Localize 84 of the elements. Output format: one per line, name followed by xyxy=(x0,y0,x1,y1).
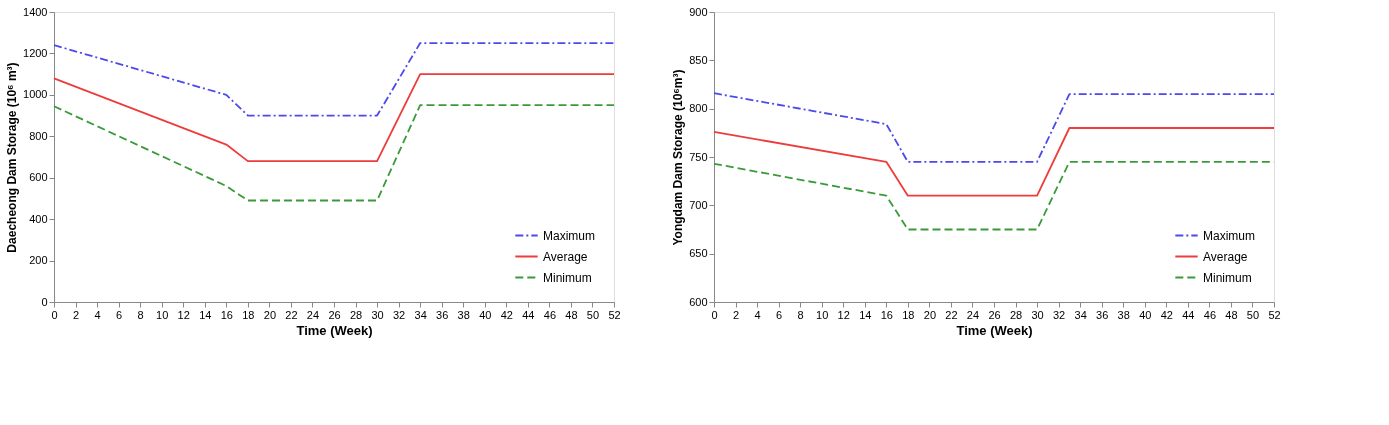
x-tick-label: 30 xyxy=(1031,308,1044,321)
x-tick-label: 10 xyxy=(156,308,169,321)
x-tick-label: 2 xyxy=(72,308,80,321)
x-tick-label: 18 xyxy=(902,308,915,321)
x-tick-label: 18 xyxy=(242,308,255,321)
y-tick-label: 900 xyxy=(689,5,708,18)
y-tick-label: 850 xyxy=(689,53,708,66)
legend-label: Average xyxy=(543,249,588,264)
y-tick-label: 700 xyxy=(689,198,708,211)
x-tick-label: 48 xyxy=(565,308,578,321)
y-axis-title: Yongdam Dam Storage (10⁶m³) xyxy=(671,69,686,246)
x-tick-label: 32 xyxy=(392,308,406,321)
x-tick-label: 10 xyxy=(816,308,829,321)
x-tick-label: 8 xyxy=(797,308,804,321)
x-tick-label: 34 xyxy=(414,308,427,321)
x-tick-label: 40 xyxy=(1139,308,1152,321)
x-tick-label: 30 xyxy=(371,308,384,321)
x-tick-label: 36 xyxy=(1096,308,1109,321)
x-axis-title: Time (Week) xyxy=(956,322,1033,338)
x-axis-title: Time (Week) xyxy=(296,322,373,338)
y-tick-label: 800 xyxy=(29,129,48,142)
x-tick-label: 44 xyxy=(1182,308,1195,321)
y-tick-label: 400 xyxy=(29,212,48,225)
x-tick-label: 0 xyxy=(711,308,718,321)
legend-label: Maximum xyxy=(1203,228,1256,243)
y-tick-label: 1400 xyxy=(23,5,48,18)
x-tick-label: 46 xyxy=(1203,308,1217,321)
x-tick-label: 6 xyxy=(776,308,783,321)
x-tick-label: 4 xyxy=(94,308,101,321)
x-tick-label: 44 xyxy=(522,308,535,321)
y-tick-label: 650 xyxy=(689,247,708,260)
x-tick-label: 6 xyxy=(116,308,123,321)
x-tick-label: 16 xyxy=(220,308,233,321)
line-series xyxy=(53,73,615,163)
x-tick-label: 32 xyxy=(1052,308,1066,321)
x-tick-label: 52 xyxy=(608,308,621,321)
x-tick-label: 42 xyxy=(1160,308,1173,321)
x-tick-label: 52 xyxy=(1268,308,1281,321)
y-tick-label: 0 xyxy=(41,295,48,308)
x-tick-label: 22 xyxy=(945,308,958,321)
x-tick-label: 24 xyxy=(966,308,980,321)
y-tick-label: 200 xyxy=(29,254,48,267)
x-tick-label: 20 xyxy=(263,308,277,321)
x-tick-label: 14 xyxy=(199,308,212,321)
line-series xyxy=(53,104,615,202)
x-tick-label: 24 xyxy=(306,308,320,321)
x-tick-label: 14 xyxy=(859,308,872,321)
legend-label: Maximum xyxy=(543,228,596,243)
y-tick-label: 750 xyxy=(689,150,708,163)
x-tick-label: 50 xyxy=(586,308,600,321)
y-tick-label: 600 xyxy=(29,171,48,184)
x-tick-label: 12 xyxy=(177,308,190,321)
y-tick-label: 1200 xyxy=(23,46,48,59)
x-tick-label: 36 xyxy=(436,308,449,321)
x-tick-label: 26 xyxy=(328,308,341,321)
x-tick-label: 46 xyxy=(543,308,557,321)
x-tick-label: 48 xyxy=(1225,308,1238,321)
x-tick-label: 22 xyxy=(285,308,298,321)
x-tick-label: 8 xyxy=(137,308,144,321)
legend-label: Minimum xyxy=(543,270,592,285)
x-tick-label: 28 xyxy=(349,308,363,321)
legend-label: Average xyxy=(1203,249,1248,264)
x-tick-label: 26 xyxy=(988,308,1001,321)
line-series xyxy=(713,127,1275,197)
x-tick-label: 4 xyxy=(754,308,761,321)
y-tick-label: 600 xyxy=(689,295,708,308)
x-tick-label: 38 xyxy=(1117,308,1130,321)
x-tick-label: 34 xyxy=(1074,308,1087,321)
x-tick-label: 50 xyxy=(1246,308,1260,321)
x-tick-label: 12 xyxy=(837,308,850,321)
y-tick-label: 800 xyxy=(689,102,708,115)
legend-label: Minimum xyxy=(1203,270,1252,285)
line-series xyxy=(713,92,1275,163)
x-tick-label: 28 xyxy=(1009,308,1023,321)
x-tick-label: 20 xyxy=(923,308,937,321)
x-tick-label: 38 xyxy=(457,308,470,321)
x-tick-label: 40 xyxy=(479,308,492,321)
line-series xyxy=(53,42,615,117)
x-tick-label: 16 xyxy=(880,308,893,321)
x-tick-label: 0 xyxy=(51,308,58,321)
y-tick-label: 1000 xyxy=(23,88,48,101)
y-axis-title: Daecheong Dam Storage (10⁶ m³) xyxy=(5,62,20,253)
x-tick-label: 2 xyxy=(732,308,740,321)
x-tick-label: 42 xyxy=(500,308,513,321)
